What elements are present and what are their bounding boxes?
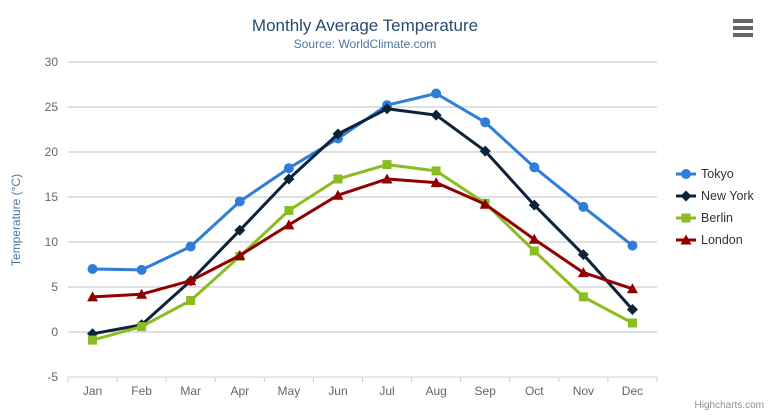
legend-marker-square-icon	[676, 213, 696, 223]
legend-symbol-berlin	[681, 213, 691, 223]
point-berlin-may[interactable]	[284, 206, 294, 215]
chart-title: Monthly Average Temperature	[251, 16, 479, 35]
point-berlin-aug[interactable]	[431, 166, 441, 176]
x-axis-label-sep: Sep	[475, 384, 497, 398]
point-london-jul[interactable]	[381, 173, 393, 184]
legend-item-london[interactable]: London	[676, 229, 754, 251]
y-axis-label-20: 20	[45, 145, 59, 159]
point-new-york-may[interactable]	[283, 173, 295, 185]
highcharts-credit[interactable]: Highcharts.com	[694, 400, 764, 411]
legend: Tokyo New York Berlin London	[676, 163, 754, 251]
y-axis-title: Temperature (°C)	[9, 174, 23, 266]
point-new-york-apr[interactable]	[234, 224, 246, 236]
point-tokyo-aug[interactable]	[431, 88, 442, 99]
point-berlin-nov[interactable]	[578, 292, 588, 302]
point-london-dec[interactable]	[626, 283, 638, 294]
legend-marker-diamond-icon	[676, 190, 696, 202]
point-new-york-sep[interactable]	[479, 145, 491, 157]
x-axis-label-jul: Jul	[379, 384, 394, 398]
point-tokyo-sep[interactable]	[480, 117, 491, 128]
point-tokyo-mar[interactable]	[185, 241, 196, 252]
legend-symbol-tokyo	[681, 169, 691, 179]
point-berlin-feb[interactable]	[137, 322, 147, 332]
point-berlin-oct[interactable]	[529, 246, 539, 256]
y-axis-label-30: 30	[45, 55, 59, 69]
series-line-berlin[interactable]	[91, 163, 634, 342]
legend-symbol-london	[680, 234, 692, 245]
hamburger-icon	[733, 19, 753, 23]
point-london-feb[interactable]	[136, 288, 148, 299]
point-london-apr[interactable]	[234, 250, 246, 260]
point-new-york-jul[interactable]	[381, 103, 393, 115]
point-new-york-oct[interactable]	[528, 199, 540, 211]
y-axis-label-0: 0	[51, 325, 58, 339]
legend-marker-circle-icon	[676, 169, 696, 179]
y-axis-label-15: 15	[45, 190, 59, 204]
point-new-york-dec[interactable]	[626, 304, 638, 315]
x-axis-label-feb: Feb	[131, 384, 152, 398]
point-london-jun[interactable]	[332, 189, 344, 200]
point-new-york-aug[interactable]	[430, 109, 442, 121]
point-london-sep[interactable]	[479, 198, 491, 209]
x-axis-label-nov: Nov	[573, 384, 594, 398]
legend-label: New York	[701, 189, 754, 203]
series-line-london[interactable]	[91, 177, 634, 299]
point-tokyo-jan[interactable]	[87, 264, 98, 274]
point-berlin-jan[interactable]	[88, 335, 98, 345]
point-berlin-dec[interactable]	[627, 318, 637, 328]
point-tokyo-apr[interactable]	[234, 196, 245, 207]
y-axis-label-5: 5	[51, 280, 58, 294]
x-axis-label-jun: Jun	[328, 384, 347, 398]
point-london-may[interactable]	[283, 219, 295, 230]
x-axis-label-jan: Jan	[83, 384, 102, 398]
point-london-aug[interactable]	[430, 177, 442, 188]
point-berlin-jul[interactable]	[382, 160, 392, 170]
legend-label: London	[701, 233, 743, 247]
point-london-mar[interactable]	[185, 275, 197, 286]
legend-symbol-new-york	[680, 190, 692, 202]
x-axis-label-apr: Apr	[230, 384, 249, 398]
point-tokyo-may[interactable]	[283, 163, 294, 174]
point-new-york-nov[interactable]	[577, 249, 589, 261]
x-axis-label-oct: Oct	[525, 384, 544, 398]
point-new-york-jun[interactable]	[332, 128, 344, 140]
point-berlin-jun[interactable]	[333, 174, 343, 184]
point-london-oct[interactable]	[528, 233, 540, 244]
chart-subtitle: Source: WorldClimate.com	[293, 37, 437, 51]
legend-item-berlin[interactable]: Berlin	[676, 207, 754, 229]
legend-marker-triangle-icon	[676, 234, 696, 245]
export-menu-button[interactable]	[731, 17, 755, 39]
point-tokyo-oct[interactable]	[529, 162, 540, 173]
point-tokyo-dec[interactable]	[627, 240, 638, 251]
legend-label: Berlin	[701, 211, 733, 225]
point-berlin-mar[interactable]	[186, 296, 196, 305]
legend-item-tokyo[interactable]: Tokyo	[676, 163, 754, 185]
point-tokyo-nov[interactable]	[578, 201, 589, 212]
y-axis-label--5: -5	[47, 370, 58, 384]
point-london-nov[interactable]	[577, 267, 589, 278]
point-tokyo-feb[interactable]	[136, 264, 147, 275]
legend-item-new-york[interactable]: New York	[676, 185, 754, 207]
x-axis-label-may: May	[278, 384, 301, 398]
series-line-new-york[interactable]	[91, 107, 634, 336]
x-axis-label-dec: Dec	[622, 384, 643, 398]
x-axis-label-aug: Aug	[425, 384, 446, 398]
hamburger-icon	[733, 26, 753, 30]
y-axis-label-25: 25	[45, 100, 59, 114]
point-london-jan[interactable]	[87, 291, 99, 302]
y-axis-label-10: 10	[45, 235, 59, 249]
hamburger-icon	[733, 33, 753, 37]
legend-label: Tokyo	[701, 167, 734, 181]
x-axis-label-mar: Mar	[180, 384, 201, 398]
